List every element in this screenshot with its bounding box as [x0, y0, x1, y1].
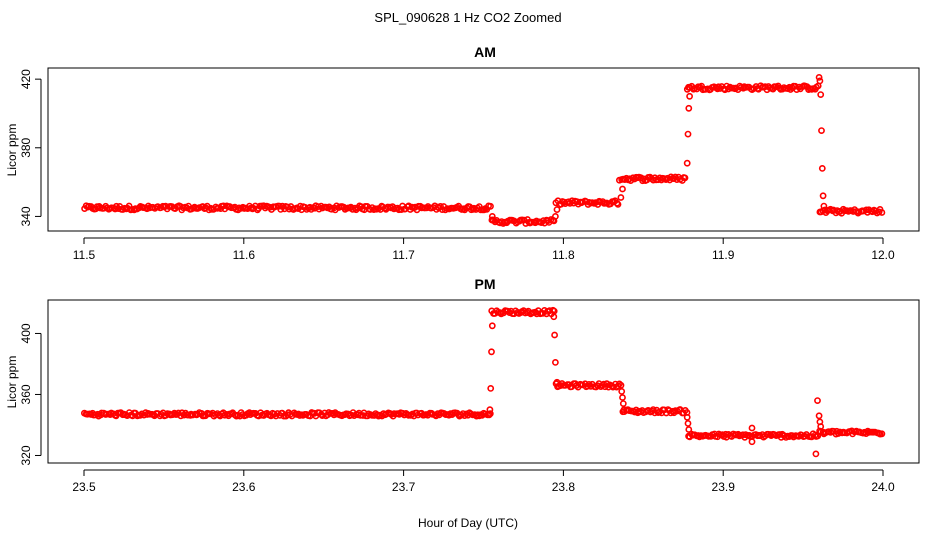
- am-transition-point: [617, 194, 625, 201]
- am-x-tick-label: 11.6: [233, 248, 256, 262]
- pm-y-axis-label: Licor ppm: [5, 356, 19, 409]
- pm-transition-point: [815, 412, 823, 420]
- am-transition-point: [686, 92, 693, 100]
- pm-transition-point: [683, 413, 691, 421]
- pm-x-tick-label: 23.9: [712, 480, 736, 494]
- am-x-tick-label: 11.8: [552, 248, 575, 262]
- am-transition-point: [816, 77, 824, 85]
- pm-transition-point: [685, 426, 693, 433]
- am-data-point: [681, 174, 689, 182]
- pm-plot-frame: [47, 299, 920, 464]
- pm-transition-point: [814, 397, 821, 404]
- am-transition-point: [818, 127, 825, 134]
- pm-transition-point: [812, 450, 820, 458]
- pm-points: [81, 306, 886, 458]
- am-x-tick-label: 11.5: [73, 248, 96, 262]
- am-panel-title: AM: [474, 44, 496, 60]
- pm-transition-point: [618, 387, 626, 395]
- pm-panel: PM Licor ppm 23.5 23.6 23.7 23.8 23.9 24.0 320…: [5, 276, 920, 494]
- am-data-point: [614, 200, 622, 208]
- pm-axes: 23.5 23.6 23.7 23.8 23.9 24.0 320 360 400: [19, 323, 895, 494]
- am-transition-point: [815, 74, 823, 81]
- am-y-axis-label: Licor ppm: [5, 124, 19, 177]
- am-transition-point: [820, 202, 828, 210]
- am-transition-point: [553, 206, 561, 213]
- pm-transition-point: [553, 378, 561, 386]
- am-transition-point: [817, 91, 825, 98]
- pm-transition-point: [748, 438, 756, 446]
- am-transition-point: [685, 104, 693, 112]
- pm-data-point: [550, 307, 558, 315]
- pm-transition-point: [487, 384, 495, 392]
- am-axes: 11.5 11.6 11.7 11.8 11.9 12.0 340 380 420: [19, 69, 895, 262]
- pm-x-tick-label: 23.7: [392, 480, 416, 494]
- pm-x-tick-label: 23.6: [232, 480, 256, 494]
- am-transition-point: [619, 185, 626, 193]
- am-x-tick-label: 11.7: [392, 248, 415, 262]
- am-y-tick-label: 340: [19, 206, 33, 226]
- am-transition-point: [818, 164, 826, 172]
- am-y-tick-label: 380: [19, 137, 33, 157]
- am-data-point: [276, 202, 283, 210]
- pm-transition-point: [488, 322, 496, 330]
- am-transition-point: [683, 159, 691, 167]
- am-y-tick-label: 420: [19, 69, 33, 89]
- pm-transition-point: [552, 358, 559, 366]
- pm-data-point: [617, 381, 625, 389]
- pm-y-tick-label: 320: [19, 445, 33, 465]
- pm-data-point: [649, 406, 657, 413]
- pm-transition-point: [550, 313, 558, 321]
- am-transition-point: [552, 212, 559, 220]
- am-data-point: [480, 206, 488, 214]
- pm-transition-point: [620, 406, 628, 414]
- am-data-point: [878, 209, 886, 216]
- pm-transition-point: [619, 394, 626, 401]
- pm-x-tick-label: 23.8: [552, 480, 576, 494]
- am-panel: AM Licor ppm 11.5 11.6 11.7 11.8 11.9 12.0 340…: [5, 44, 920, 262]
- am-transition-point: [684, 130, 692, 138]
- pm-transition-point: [817, 423, 825, 430]
- pm-data-point: [878, 430, 886, 438]
- pm-panel-title: PM: [475, 276, 496, 292]
- am-data-point: [487, 202, 494, 210]
- x-axis-label: Hour of Day (UTC): [418, 516, 518, 530]
- am-data-point: [397, 206, 405, 213]
- pm-x-tick-label: 24.0: [871, 480, 895, 494]
- pm-transition-point: [684, 419, 692, 427]
- pm-transition-point: [551, 331, 558, 339]
- am-transition-point: [489, 216, 497, 224]
- pm-transition-point: [748, 424, 756, 432]
- am-data-point: [791, 82, 799, 90]
- am-points: [81, 74, 886, 227]
- pm-transition-point: [619, 400, 627, 407]
- pm-transition-point: [488, 348, 495, 356]
- pm-y-tick-label: 400: [19, 323, 33, 343]
- am-transition-point: [819, 192, 827, 200]
- am-x-tick-label: 12.0: [871, 248, 895, 262]
- figure-title: SPL_090628 1 Hz CO2 Zoomed: [374, 10, 561, 25]
- pm-x-tick-label: 23.5: [72, 480, 96, 494]
- pm-data-point: [486, 410, 494, 418]
- am-transition-point: [488, 212, 496, 220]
- am-x-tick-label: 11.9: [712, 248, 735, 262]
- pm-y-tick-label: 360: [19, 384, 33, 404]
- am-plot-frame: [47, 67, 920, 232]
- pm-transition-point: [486, 406, 494, 414]
